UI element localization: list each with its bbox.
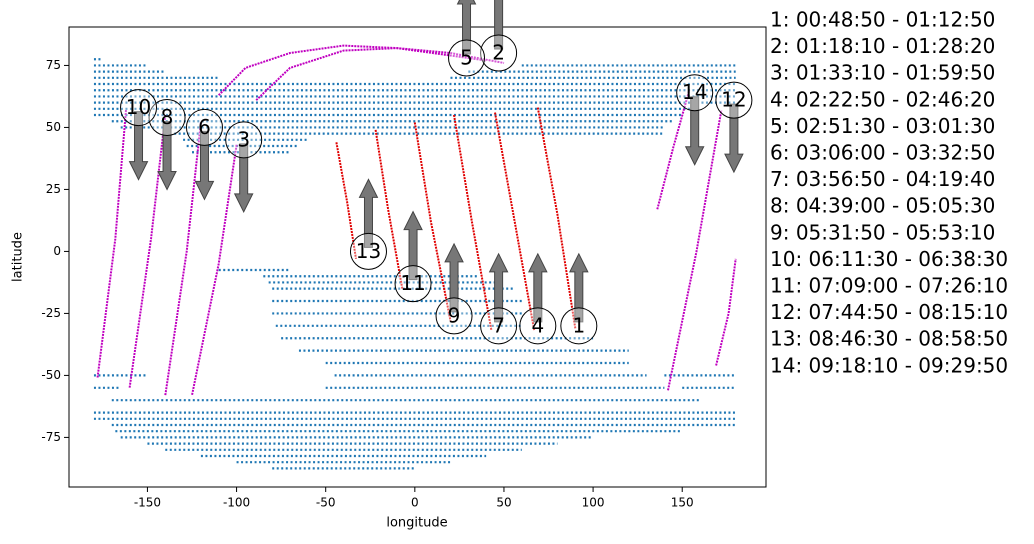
y-tick-label: 25	[46, 182, 61, 196]
legend-entry: 2: 01:18:10 - 01:28:20	[770, 34, 995, 58]
track-label: 13	[356, 239, 381, 263]
y-tick-label: 0	[53, 244, 61, 258]
direction-arrow	[403, 210, 423, 281]
track	[413, 122, 452, 322]
legend-entry: 14: 09:18:10 - 09:29:50	[770, 353, 1008, 377]
x-tick-label: 0	[411, 496, 419, 510]
track-marker	[185, 108, 223, 146]
track-marker	[480, 34, 518, 72]
track-label: 7	[492, 313, 505, 337]
track	[191, 144, 238, 396]
legend-entry: 5: 02:51:30 - 03:01:30	[770, 114, 995, 138]
track-label: 2	[492, 41, 505, 65]
y-tick-label: 50	[46, 120, 61, 134]
track-marker	[148, 99, 186, 137]
x-tick-label: -150	[134, 496, 161, 510]
y-tick-label: -75	[41, 430, 61, 444]
track	[128, 114, 167, 388]
track-marker	[435, 297, 473, 335]
legend-entry: 13: 08:46:30 - 08:58:50	[770, 327, 1008, 351]
legend-entry: 8: 04:39:00 - 05:05:30	[770, 194, 995, 218]
direction-arrow	[488, 252, 509, 323]
plot-frame	[68, 26, 767, 488]
direction-arrow	[456, 0, 477, 55]
track	[656, 89, 691, 210]
x-tick-label: -50	[316, 496, 336, 510]
track-marker	[448, 39, 486, 77]
direction-arrow	[444, 242, 464, 313]
track-label: 14	[682, 80, 707, 104]
y-tick-label: 75	[46, 58, 61, 72]
legend-entry: 6: 03:06:00 - 03:32:50	[770, 141, 995, 165]
track-marker	[225, 121, 263, 159]
track-label: 3	[237, 127, 250, 151]
x-tick-label: -100	[223, 496, 250, 510]
y-tick-label: -25	[41, 306, 61, 320]
direction-arrow	[528, 252, 548, 323]
track-marker	[519, 307, 557, 345]
track-label: 12	[721, 88, 746, 112]
x-tick-label: 50	[496, 496, 511, 510]
legend-entry: 9: 05:31:50 - 05:53:10	[770, 220, 995, 244]
x-axis-label: longitude	[386, 516, 447, 531]
track	[217, 44, 487, 96]
legend-entry: 1: 00:48:50 - 01:12:50	[770, 8, 995, 32]
direction-arrow	[157, 121, 177, 191]
track-label: 9	[448, 303, 461, 327]
direction-arrow	[724, 103, 744, 174]
legend-entry: 12: 07:44:50 - 08:15:10	[770, 300, 1008, 324]
track	[255, 47, 505, 101]
track-marker	[715, 81, 753, 119]
legend-entry: 7: 03:56:50 - 04:19:40	[770, 167, 995, 191]
track-label: 1	[572, 313, 585, 337]
track-label: 5	[460, 45, 473, 69]
direction-arrow	[684, 96, 705, 166]
track	[453, 114, 493, 331]
track-marker	[480, 307, 518, 345]
track-label: 11	[400, 271, 425, 295]
track-label: 6	[198, 115, 211, 139]
y-axis-label: latitude	[11, 232, 26, 282]
x-tick-label: 100	[582, 496, 605, 510]
track	[164, 122, 202, 396]
y-tick-label: -50	[41, 368, 61, 382]
legend-entry: 11: 07:09:00 - 07:26:10	[770, 274, 1008, 298]
direction-arrow	[128, 111, 149, 181]
legend-entry: 3: 01:33:10 - 01:59:50	[770, 61, 995, 85]
track-marker	[349, 232, 387, 270]
direction-arrow	[569, 252, 589, 323]
track-marker	[120, 89, 158, 127]
track	[494, 112, 536, 331]
track	[96, 110, 127, 379]
track	[335, 142, 357, 260]
legend-entry: 4: 02:22:50 - 02:46:20	[770, 87, 995, 111]
direction-arrow	[194, 130, 215, 201]
track	[536, 107, 577, 329]
track-label: 10	[126, 95, 151, 119]
track-marker	[676, 74, 714, 112]
direction-arrow	[494, 0, 504, 50]
track-label: 4	[531, 313, 544, 337]
direction-arrow	[358, 178, 379, 248]
direction-arrow	[233, 143, 254, 213]
track-marker	[394, 265, 432, 303]
track-marker	[560, 307, 598, 345]
track	[667, 109, 737, 391]
x-tick-label: 150	[671, 496, 694, 510]
track-label: 8	[161, 105, 174, 129]
legend-entry: 10: 06:11:30 - 06:38:30	[770, 247, 1008, 271]
